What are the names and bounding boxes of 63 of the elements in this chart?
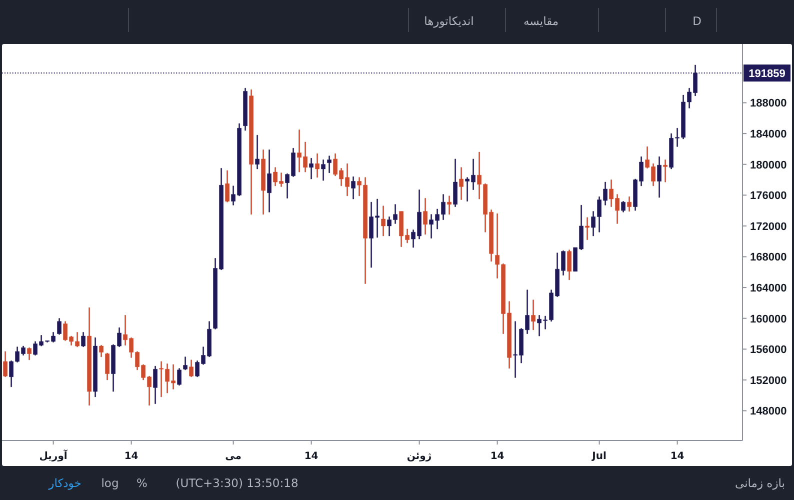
candlestick [189, 360, 194, 378]
x-tick-label: آوریل [39, 449, 68, 462]
candlestick [657, 156, 662, 198]
text: خودکار [48, 476, 82, 490]
text: % [136, 476, 148, 490]
text: (UTC+3:30) 13:50:18 [176, 476, 298, 490]
candlestick [261, 150, 266, 215]
candlestick [183, 356, 188, 370]
x-tick-label: 14 [670, 451, 684, 462]
candlestick [585, 217, 590, 240]
y-tick-label: 164000 [750, 282, 787, 295]
x-tick-label: ژوئن [406, 451, 432, 462]
candlestick [105, 352, 110, 380]
candlestick [321, 160, 326, 181]
text: اندیکاتورها [424, 14, 474, 28]
y-tick-label: 180000 [750, 159, 787, 172]
candlestick [621, 201, 626, 212]
candlestick [381, 206, 386, 236]
candlestick [531, 300, 536, 330]
candlestick [57, 318, 62, 335]
candlestick [423, 198, 428, 235]
x-tick-label: 14 [124, 451, 138, 462]
candlestick [27, 347, 32, 360]
y-tick-label: 160000 [750, 313, 787, 326]
candlestick [249, 90, 254, 215]
candlestick [87, 307, 92, 406]
candlestick [309, 158, 314, 180]
candlestick [3, 351, 8, 378]
x-tick-label: 14 [490, 451, 504, 462]
text: log [101, 476, 119, 490]
candlestick [243, 88, 248, 131]
text: D [692, 14, 702, 28]
candlestick [351, 176, 356, 200]
y-tick-label: 172000 [750, 220, 787, 233]
candlestick [447, 196, 452, 215]
y-tick-label: 148000 [750, 406, 787, 418]
candlestick [459, 167, 464, 200]
candlestick [81, 332, 86, 347]
y-tick-label: 152000 [750, 374, 787, 387]
y-tick-label: 156000 [750, 344, 787, 356]
text: بازه زمانی [735, 476, 785, 490]
candlestick [327, 156, 332, 173]
text: مقایسه [523, 14, 559, 28]
candlestick [153, 366, 158, 404]
y-tick-label: 184000 [750, 128, 787, 141]
x-tick-label: می [225, 451, 242, 462]
candlestick [315, 153, 320, 178]
candlestick [99, 345, 104, 357]
candlestick [267, 150, 272, 212]
y-tick-label: 176000 [750, 190, 787, 202]
candlestick [177, 368, 182, 386]
x-tick-label: Jul [591, 451, 606, 462]
candlestick [225, 170, 230, 202]
candlestick [453, 158, 458, 207]
candlestick [93, 337, 98, 398]
ref-line-label: 191859 [748, 68, 786, 80]
y-tick-label: 188000 [750, 98, 787, 110]
x-tick-label: 14 [304, 451, 318, 462]
candlestick [627, 196, 632, 212]
candlestick [567, 250, 572, 280]
candlestick [663, 160, 668, 182]
y-tick-label: 168000 [750, 252, 787, 264]
candlestick [255, 134, 260, 170]
